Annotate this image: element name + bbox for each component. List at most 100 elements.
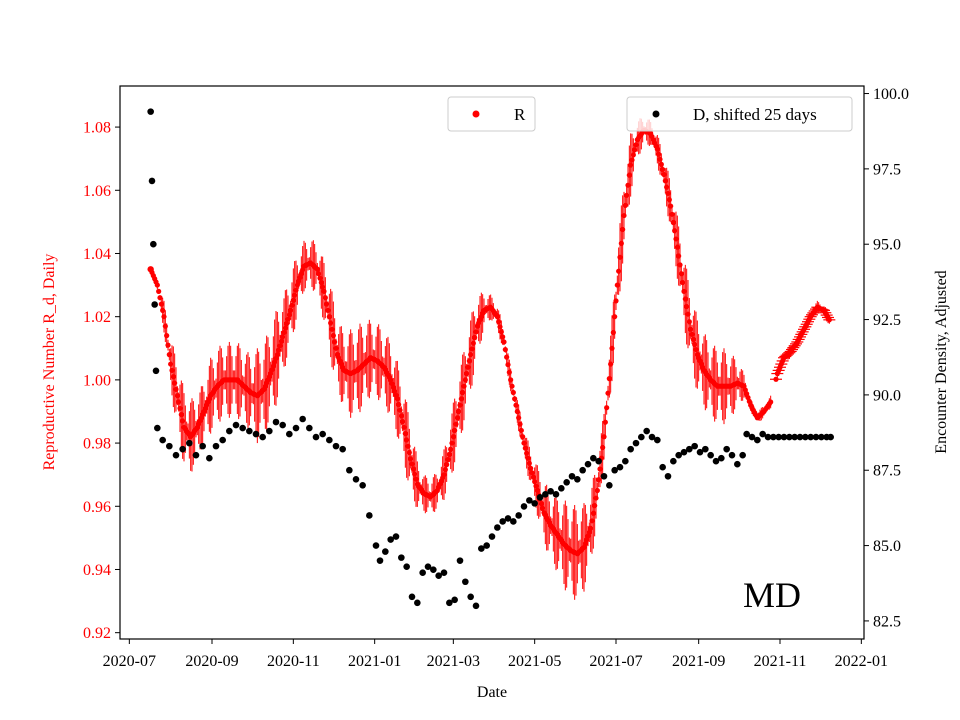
d-point xyxy=(827,433,834,441)
d-point xyxy=(526,497,533,504)
d-point xyxy=(664,472,672,480)
r-point xyxy=(509,383,515,389)
y-left-tick-label: 0.96 xyxy=(83,499,111,516)
y-left-tick-label: 1.08 xyxy=(83,120,111,137)
d-point xyxy=(764,433,772,441)
d-point xyxy=(574,475,581,483)
d-point xyxy=(266,427,273,435)
d-point xyxy=(232,421,240,429)
d-point xyxy=(739,451,746,459)
d-point xyxy=(387,536,394,543)
d-point xyxy=(590,454,597,462)
legend-r-box xyxy=(447,96,536,132)
y-axis-left: 0.92 0.94 0.96 0.98 1.00 1.02 1.04 1.06 1.08 xyxy=(83,120,120,642)
d-point xyxy=(558,485,565,492)
r-point xyxy=(768,399,774,405)
d-point xyxy=(279,421,286,429)
r-point xyxy=(510,389,516,396)
d-point xyxy=(226,427,233,435)
d-point xyxy=(192,451,200,459)
d-point xyxy=(595,457,602,465)
d-point xyxy=(166,442,173,450)
d-point xyxy=(734,460,741,468)
d-point xyxy=(359,482,366,489)
d-point xyxy=(319,430,326,438)
legend-r-marker xyxy=(472,110,480,118)
plot-area xyxy=(120,86,864,639)
y-left-tick-label: 0.92 xyxy=(83,625,111,642)
d-point xyxy=(451,596,458,604)
d-point xyxy=(352,475,360,483)
y-axis-left-label: Reproductive Number R_d, Daily xyxy=(41,254,58,471)
x-axis-label: Date xyxy=(477,684,507,701)
x-tick-label: 2021-03 xyxy=(427,653,480,670)
d-point xyxy=(467,593,474,601)
y-right-tick-label: 92.5 xyxy=(873,312,901,329)
d-point xyxy=(151,301,158,308)
d-point xyxy=(154,424,161,432)
d-point xyxy=(346,466,353,474)
x-tick-label: 2020-09 xyxy=(185,653,238,670)
d-point xyxy=(759,430,766,438)
d-point xyxy=(791,433,798,441)
d-point xyxy=(376,557,384,564)
d-point xyxy=(802,433,809,441)
d-point xyxy=(807,433,814,441)
legend-r-label: R xyxy=(514,105,526,124)
d-point xyxy=(408,593,416,601)
r-point xyxy=(594,487,600,494)
d-point xyxy=(579,466,586,474)
d-point xyxy=(702,445,709,453)
d-point xyxy=(770,433,777,441)
y-left-tick-label: 0.94 xyxy=(83,562,111,579)
y-right-tick-label: 82.5 xyxy=(873,613,901,630)
y-axis-right-label: Encounter Density, Adjusted xyxy=(933,270,950,453)
d-point xyxy=(707,451,714,459)
d-point xyxy=(478,545,485,552)
x-tick-label: 2021-01 xyxy=(348,653,401,670)
d-point xyxy=(606,482,613,489)
d-point xyxy=(488,533,496,540)
r-point xyxy=(520,434,526,440)
d-point xyxy=(312,433,320,441)
d-point xyxy=(648,433,656,441)
d-point xyxy=(440,569,448,577)
d-point xyxy=(259,433,266,441)
d-point xyxy=(780,433,788,441)
r-point xyxy=(156,288,162,294)
d-point xyxy=(616,463,624,471)
x-tick-label: 2021-07 xyxy=(589,653,642,670)
d-point xyxy=(494,524,501,531)
y-right-tick-label: 87.5 xyxy=(873,463,901,480)
r-point xyxy=(500,334,506,340)
y-right-tick-label: 95.0 xyxy=(873,237,901,254)
d-point xyxy=(462,578,469,586)
r-point xyxy=(164,333,170,339)
d-point xyxy=(392,533,400,540)
d-point xyxy=(148,177,156,185)
y-axis-right: 82.5 85.0 87.5 90.0 92.5 95.0 97.5 100.0 xyxy=(864,86,909,630)
x-tick-label: 2021-05 xyxy=(508,653,561,670)
d-point xyxy=(172,451,180,459)
d-point xyxy=(748,433,756,441)
d-point xyxy=(150,240,157,248)
d-point xyxy=(643,427,650,435)
d-point xyxy=(419,569,426,577)
d-point xyxy=(152,367,160,375)
d-point xyxy=(675,451,682,459)
r-point xyxy=(518,427,524,434)
d-point xyxy=(147,108,154,115)
d-point xyxy=(754,436,761,444)
d-point xyxy=(239,424,246,432)
d-point xyxy=(382,548,389,555)
d-point xyxy=(718,454,725,462)
x-tick-label: 2020-07 xyxy=(103,653,156,670)
r-series-layer xyxy=(147,118,836,600)
d-point xyxy=(696,448,704,456)
d-point xyxy=(728,451,736,459)
d-point xyxy=(504,515,512,522)
y-right-tick-label: 97.5 xyxy=(873,161,901,178)
d-point xyxy=(326,436,333,444)
d-point xyxy=(627,445,634,453)
d-point xyxy=(186,439,193,447)
